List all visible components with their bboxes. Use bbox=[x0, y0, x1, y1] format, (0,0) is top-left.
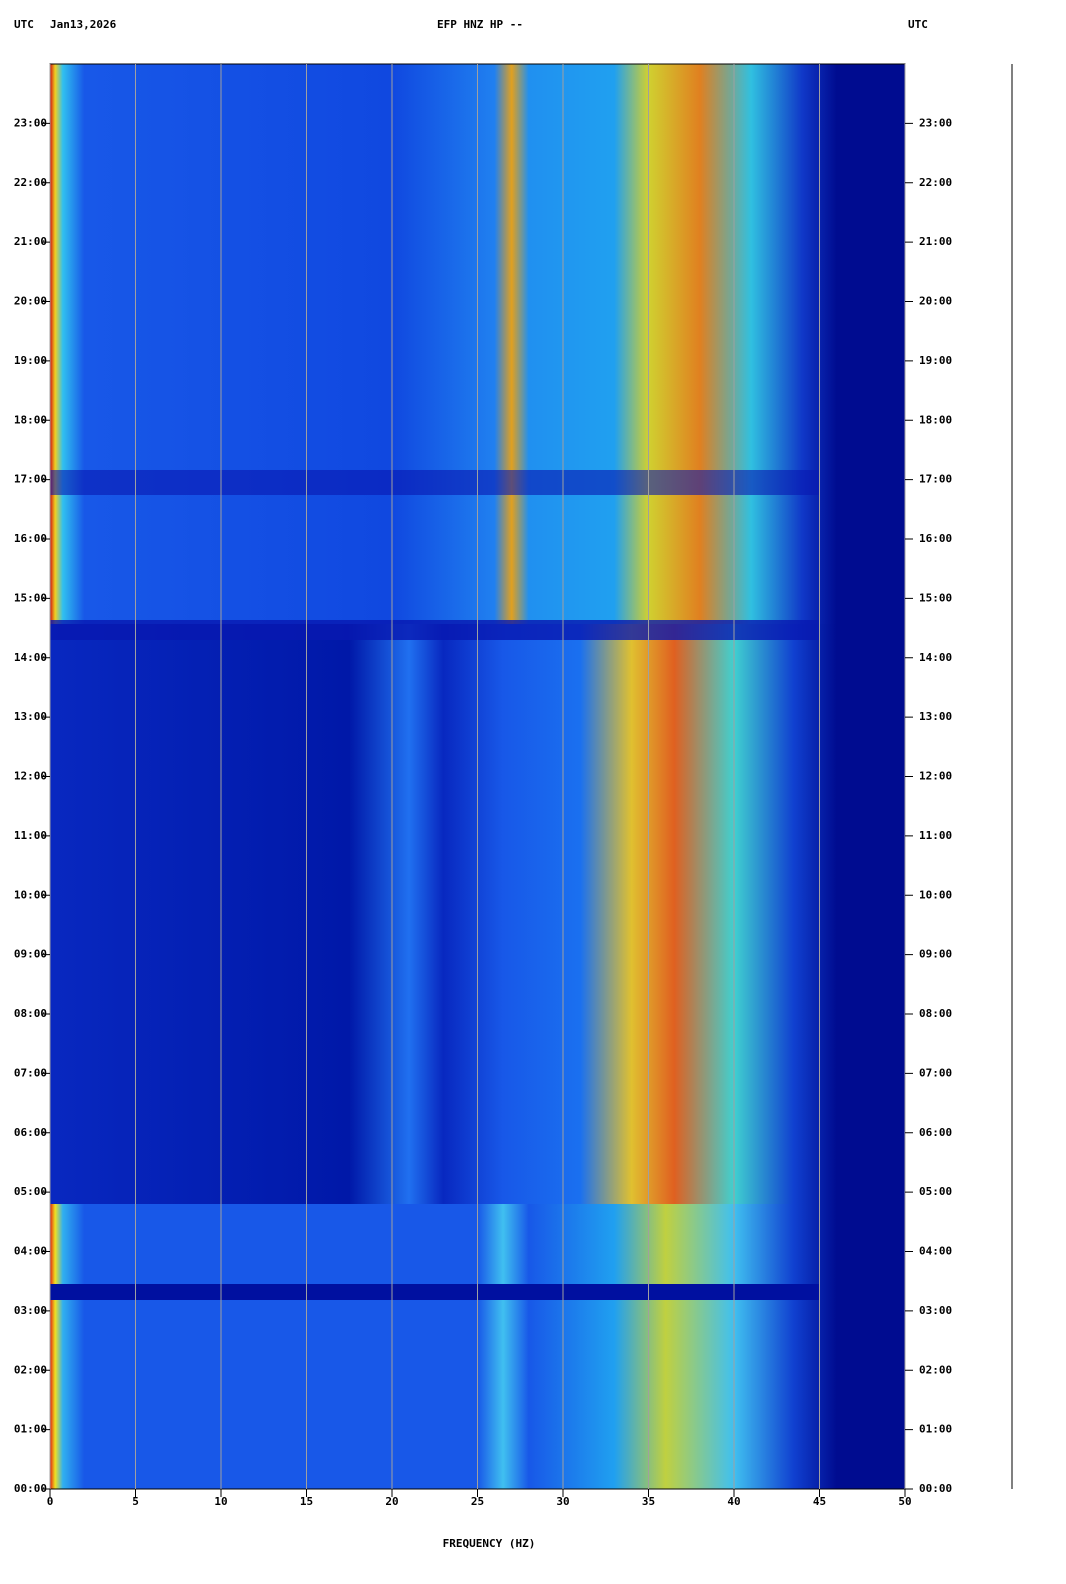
y-tick-label-right: 19:00 bbox=[919, 354, 952, 367]
y-tick-label-right: 14:00 bbox=[919, 651, 952, 664]
y-tick-label-right: 00:00 bbox=[919, 1482, 952, 1495]
y-tick-label-right: 11:00 bbox=[919, 829, 952, 842]
x-tick-label: 45 bbox=[813, 1495, 826, 1508]
header-date: Jan13,2026 bbox=[50, 18, 117, 31]
y-tick-label: 13:00 bbox=[14, 710, 47, 723]
y-tick-label: 09:00 bbox=[14, 948, 47, 961]
y-tick-label-right: 09:00 bbox=[919, 948, 952, 961]
y-tick-label: 10:00 bbox=[14, 888, 47, 901]
y-tick-label: 12:00 bbox=[14, 770, 47, 783]
y-tick-label-right: 13:00 bbox=[919, 710, 952, 723]
y-tick-label: 21:00 bbox=[14, 235, 47, 248]
x-tick-label: 0 bbox=[47, 1495, 54, 1508]
y-tick-label-right: 07:00 bbox=[919, 1066, 952, 1079]
y-tick-label: 23:00 bbox=[14, 116, 47, 129]
y-tick-label-right: 23:00 bbox=[919, 116, 952, 129]
y-tick-label-right: 02:00 bbox=[919, 1363, 952, 1376]
y-tick-label: 19:00 bbox=[14, 354, 47, 367]
y-tick-label-right: 03:00 bbox=[919, 1304, 952, 1317]
chart-title: EFP HNZ HP -- bbox=[437, 18, 523, 31]
y-tick-label-right: 04:00 bbox=[919, 1245, 952, 1258]
y-tick-label-right: 15:00 bbox=[919, 591, 952, 604]
y-tick-label: 08:00 bbox=[14, 1007, 47, 1020]
y-tick-label: 17:00 bbox=[14, 473, 47, 486]
y-tick-label: 20:00 bbox=[14, 295, 47, 308]
y-tick-label-right: 22:00 bbox=[919, 176, 952, 189]
y-tick-label-right: 17:00 bbox=[919, 473, 952, 486]
x-tick-label: 20 bbox=[385, 1495, 398, 1508]
x-axis-label: FREQUENCY (HZ) bbox=[443, 1537, 536, 1550]
y-tick-label: 04:00 bbox=[14, 1245, 47, 1258]
y-tick-label-right: 06:00 bbox=[919, 1126, 952, 1139]
header-utc: UTC bbox=[14, 18, 34, 31]
y-tick-label: 01:00 bbox=[14, 1423, 47, 1436]
x-tick-label: 15 bbox=[300, 1495, 313, 1508]
x-tick-label: 35 bbox=[642, 1495, 655, 1508]
y-tick-label: 07:00 bbox=[14, 1066, 47, 1079]
y-tick-label: 06:00 bbox=[14, 1126, 47, 1139]
y-tick-label: 03:00 bbox=[14, 1304, 47, 1317]
y-tick-label: 22:00 bbox=[14, 176, 47, 189]
x-tick-label: 10 bbox=[214, 1495, 227, 1508]
y-tick-label: 11:00 bbox=[14, 829, 47, 842]
y-tick-label: 16:00 bbox=[14, 532, 47, 545]
y-tick-label-right: 01:00 bbox=[919, 1423, 952, 1436]
y-tick-label-right: 21:00 bbox=[919, 235, 952, 248]
y-tick-label: 14:00 bbox=[14, 651, 47, 664]
y-tick-label-right: 18:00 bbox=[919, 413, 952, 426]
y-tick-label: 05:00 bbox=[14, 1185, 47, 1198]
x-tick-label: 5 bbox=[132, 1495, 139, 1508]
y-tick-label: 18:00 bbox=[14, 413, 47, 426]
header-utc-right: UTC bbox=[908, 18, 928, 31]
y-tick-label-right: 12:00 bbox=[919, 770, 952, 783]
y-tick-label-right: 05:00 bbox=[919, 1185, 952, 1198]
y-tick-label: 15:00 bbox=[14, 591, 47, 604]
y-tick-label: 02:00 bbox=[14, 1363, 47, 1376]
y-tick-label-right: 08:00 bbox=[919, 1007, 952, 1020]
x-tick-label: 50 bbox=[898, 1495, 911, 1508]
x-tick-label: 40 bbox=[727, 1495, 740, 1508]
x-tick-label: 25 bbox=[471, 1495, 484, 1508]
x-tick-label: 30 bbox=[556, 1495, 569, 1508]
y-tick-label-right: 10:00 bbox=[919, 888, 952, 901]
y-tick-label: 00:00 bbox=[14, 1482, 47, 1495]
y-tick-label-right: 20:00 bbox=[919, 295, 952, 308]
y-tick-label-right: 16:00 bbox=[919, 532, 952, 545]
